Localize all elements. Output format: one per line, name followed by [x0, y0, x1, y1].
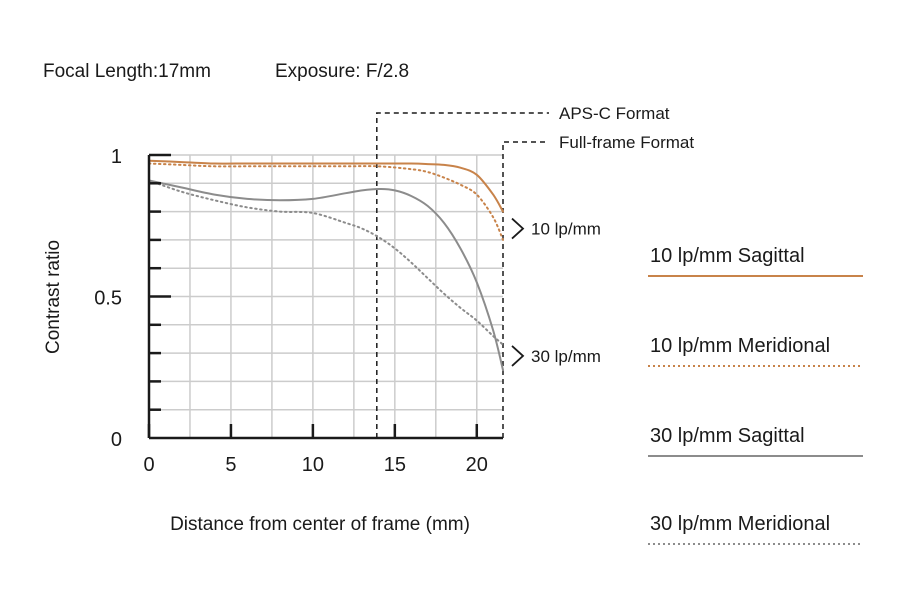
- y-axis-title: Contrast ratio: [43, 240, 64, 354]
- x-tick-label: 0: [143, 454, 154, 476]
- legend: 10 lp/mm Sagittal 10 lp/mm Meridional 30 l…: [648, 245, 863, 545]
- x-tick-label: 20: [466, 454, 488, 476]
- y-tick-label: 0.5: [94, 288, 122, 310]
- group-chevron: [511, 345, 525, 367]
- x-axis-title: Distance from center of frame (mm): [170, 514, 470, 535]
- grid: [149, 154, 503, 438]
- format-markers: APS-C Format Full-frame Format: [376, 104, 694, 438]
- format-marker-line: [376, 112, 549, 438]
- legend-label-3: 30 lp/mm Sagittal: [650, 425, 805, 447]
- series-line-2: [148, 162, 504, 241]
- series-lines: [148, 159, 504, 372]
- group-label: 30 lp/mm: [531, 347, 601, 366]
- x-tick-label: 10: [302, 454, 324, 476]
- series-line-4: [148, 179, 504, 346]
- series-line-3: [148, 179, 504, 372]
- series-line-1: [148, 159, 504, 213]
- format-marker-label: Full-frame Format: [559, 133, 694, 152]
- format-marker-line: [502, 141, 549, 438]
- x-tick-label: 5: [225, 454, 236, 476]
- group-label: 10 lp/mm: [531, 220, 601, 239]
- tick-labels: 0 5 10 15 20 1 0.5 0: [94, 146, 488, 476]
- legend-label-2: 10 lp/mm Meridional: [650, 335, 830, 357]
- format-marker-label: APS-C Format: [559, 104, 670, 123]
- focal-length-label: Focal Length:17mm: [43, 61, 211, 82]
- legend-label-4: 30 lp/mm Meridional: [650, 513, 830, 535]
- x-tick-label: 15: [384, 454, 406, 476]
- y-tick-label: 1: [111, 146, 122, 168]
- exposure-label: Exposure: F/2.8: [275, 61, 409, 82]
- group-labels: 10 lp/mm 30 lp/mm: [511, 217, 601, 367]
- y-tick-label: 0: [111, 429, 122, 451]
- legend-label-1: 10 lp/mm Sagittal: [650, 245, 805, 267]
- axes: [147, 153, 503, 440]
- group-chevron: [511, 217, 525, 240]
